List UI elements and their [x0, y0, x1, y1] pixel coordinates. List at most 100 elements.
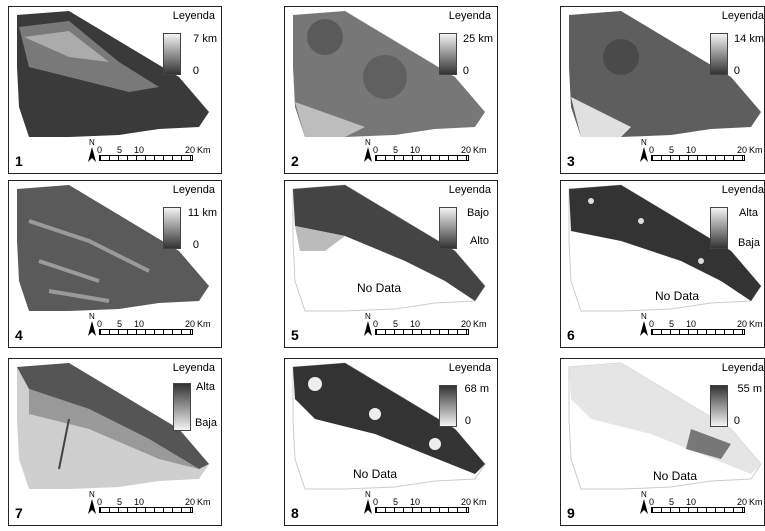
svg-text:N: N	[641, 490, 647, 499]
scale-0: 0	[649, 319, 655, 329]
legend-title: Leyenda	[172, 184, 215, 196]
scale-unit: Km	[749, 145, 763, 155]
north-arrow-icon: N	[640, 312, 648, 336]
legend-min: 0	[733, 65, 740, 77]
panel-number: 8	[291, 505, 299, 521]
scale-bar: N 0 5 10 20 Km	[363, 311, 497, 341]
scale-5: 5	[117, 145, 123, 155]
legend-min: Baja	[737, 237, 760, 249]
legend-title: Leyenda	[448, 184, 491, 196]
legend-max: Alta	[196, 381, 215, 393]
legend-ramp	[173, 383, 191, 431]
scale-5: 5	[393, 319, 399, 329]
scale-bar-line	[651, 507, 745, 513]
scale-10: 10	[686, 145, 697, 155]
scale-unit: Km	[749, 497, 763, 507]
svg-text:N: N	[365, 138, 371, 147]
legend-ramp	[163, 207, 181, 249]
scale-0: 0	[97, 497, 103, 507]
panel-number: 4	[15, 327, 23, 343]
scale-5: 5	[393, 497, 399, 507]
map-panel-3: Leyenda 14 km 0 3 N 0 5 10 20 Km	[560, 6, 765, 174]
scale-0: 0	[97, 145, 103, 155]
legend-max: 14 km	[734, 33, 764, 45]
scale-10: 10	[410, 145, 421, 155]
legend-max: 11 km	[187, 207, 217, 219]
panel-number: 3	[567, 153, 575, 169]
scale-bar-line	[99, 507, 193, 513]
legend-title: Leyenda	[172, 10, 215, 22]
map-panel-4: Leyenda 11 km 0 4 N 0 5 10 20 Km	[8, 180, 222, 348]
legend-max: 25 km	[463, 33, 493, 45]
scale-20: 20	[737, 497, 748, 507]
scale-bar: N 0 5 10 20 Km	[639, 489, 764, 519]
panel-number: 5	[291, 327, 299, 343]
scale-5: 5	[117, 319, 123, 329]
scale-bar-line	[99, 329, 193, 335]
scale-bar-line	[651, 329, 745, 335]
map-region-9	[568, 362, 762, 490]
scale-bar: N 0 5 10 20 Km	[363, 137, 497, 167]
scale-0: 0	[373, 145, 379, 155]
legend-min: 0	[192, 239, 199, 251]
svg-text:N: N	[89, 312, 95, 321]
scale-bar: N 0 5 10 20 Km	[87, 137, 221, 167]
scale-10: 10	[410, 497, 421, 507]
map-region-4	[17, 185, 209, 311]
scale-unit: Km	[749, 319, 763, 329]
legend-ramp	[439, 33, 457, 75]
legend-title: Leyenda	[448, 10, 491, 22]
map-region-1	[17, 11, 209, 137]
scale-0: 0	[373, 497, 379, 507]
scale-5: 5	[669, 319, 675, 329]
north-arrow-icon: N	[640, 138, 648, 162]
scale-0: 0	[373, 319, 379, 329]
scale-20: 20	[461, 319, 472, 329]
scale-bar: N 0 5 10 20 Km	[639, 311, 764, 341]
map-panel-6: Leyenda Alta Baja No Data 6 N 0 5 10 20 …	[560, 180, 765, 348]
north-arrow-icon: N	[364, 312, 372, 336]
legend-min: 0	[733, 415, 740, 427]
scale-bar-line	[375, 329, 469, 335]
legend-ramp	[439, 385, 457, 427]
scale-bar-line	[375, 507, 469, 513]
map-panel-2: Leyenda 25 km 0 2 N 0 5 10 20 Km	[284, 6, 498, 174]
no-data-label: No Data	[655, 289, 700, 303]
panel-number: 1	[15, 153, 23, 169]
legend-title: Leyenda	[172, 362, 215, 374]
map-panel-5: Leyenda Bajo Alto No Data 5 N 0 5 10 20 …	[284, 180, 498, 348]
legend-title: Leyenda	[448, 362, 491, 374]
scale-unit: Km	[197, 497, 211, 507]
scale-unit: Km	[197, 319, 211, 329]
north-arrow-icon: N	[640, 490, 648, 514]
scale-10: 10	[686, 497, 697, 507]
no-data-label: No Data	[357, 281, 402, 295]
legend-max: Alta	[739, 207, 758, 219]
scale-20: 20	[185, 145, 196, 155]
legend-max: 7 km	[193, 33, 217, 45]
scale-0: 0	[649, 145, 655, 155]
north-arrow-icon: N	[88, 490, 96, 514]
svg-text:N: N	[365, 490, 371, 499]
legend-min: 0	[464, 415, 471, 427]
map-panel-9: Leyenda 55 m 0 No Data 9 N 0 5 10 20 Km	[560, 358, 765, 526]
north-arrow-icon: N	[364, 490, 372, 514]
legend-max: 68 m	[464, 383, 489, 395]
map-panel-8: Leyenda 68 m 0 No Data 8 N 0 5 10 20 Km	[284, 358, 498, 526]
panel-number: 2	[291, 153, 299, 169]
legend-min: Alto	[470, 235, 489, 247]
legend-ramp	[163, 33, 181, 75]
scale-bar-line	[99, 155, 193, 161]
north-arrow-icon: N	[88, 138, 96, 162]
scale-20: 20	[185, 497, 196, 507]
scale-unit: Km	[473, 497, 487, 507]
scale-10: 10	[410, 319, 421, 329]
scale-0: 0	[649, 497, 655, 507]
scale-bar: N 0 5 10 20 Km	[363, 489, 497, 519]
scale-5: 5	[669, 497, 675, 507]
scale-5: 5	[117, 497, 123, 507]
no-data-label: No Data	[653, 469, 698, 483]
scale-10: 10	[134, 145, 145, 155]
scale-20: 20	[737, 319, 748, 329]
scale-bar: N 0 5 10 20 Km	[639, 137, 764, 167]
